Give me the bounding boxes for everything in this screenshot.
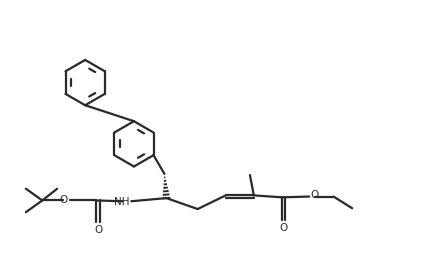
Text: O: O [310, 190, 319, 200]
Text: O: O [279, 223, 287, 233]
Text: O: O [94, 225, 102, 235]
Text: O: O [60, 195, 68, 205]
Text: NH: NH [114, 197, 129, 207]
